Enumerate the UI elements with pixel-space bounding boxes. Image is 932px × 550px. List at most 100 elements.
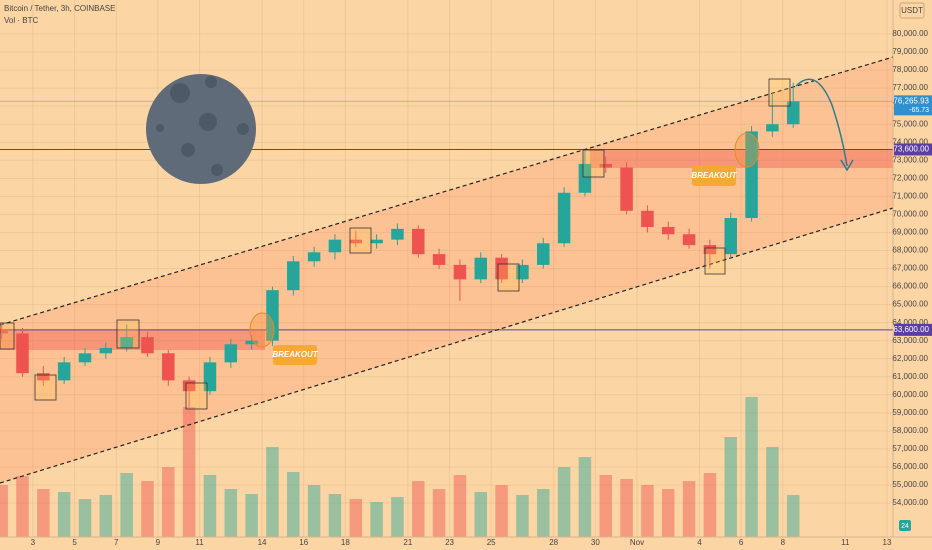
candles	[0, 82, 800, 408]
level-tag	[894, 323, 932, 336]
x-tick-label: 28	[549, 538, 558, 547]
volume-bar	[557, 467, 571, 537]
x-tick-label: 30	[591, 538, 600, 547]
volume-bar	[412, 481, 425, 537]
x-tick-label: 7	[114, 538, 119, 547]
x-tick-label: 4	[697, 538, 702, 547]
pivot-box	[349, 227, 372, 254]
candle-body	[661, 227, 675, 235]
y-tick-label: 74,000.00	[892, 137, 928, 146]
y-tick-label: 71,000.00	[892, 191, 928, 200]
x-tick-label: 9	[156, 538, 161, 547]
x-tick-label: 25	[487, 538, 496, 547]
pivot-box	[116, 319, 140, 349]
breakout-text: BREAKOUT	[272, 350, 318, 359]
x-tick-label: 11	[195, 538, 204, 547]
volume-bar	[287, 472, 300, 537]
x-tick-label: 13	[883, 538, 892, 547]
volume-bar	[432, 489, 446, 537]
moon-disc	[146, 74, 256, 184]
currency-label[interactable]: USDT	[901, 6, 923, 15]
x-tick-label: 16	[299, 538, 308, 547]
x-tick-label: 6	[739, 538, 744, 547]
crater	[199, 113, 217, 131]
volume-bar	[599, 475, 612, 537]
candle-body	[391, 228, 404, 240]
candle-body	[99, 347, 113, 354]
volume-bar	[578, 457, 592, 537]
y-tick-label: 72,000.00	[892, 173, 928, 182]
candle-body	[599, 163, 612, 168]
volume-bar	[537, 489, 550, 537]
currency-button[interactable]	[899, 2, 925, 19]
x-tick-label: 14	[258, 538, 267, 547]
volume-bar	[162, 467, 175, 537]
pivot-box	[582, 149, 605, 178]
volume-bar	[57, 492, 71, 537]
y-tick-label: 68,000.00	[892, 246, 928, 255]
pivot-box	[185, 382, 208, 410]
x-tick-label: 5	[72, 538, 77, 547]
y-tick-label: 70,000.00	[892, 210, 928, 219]
candle-body	[453, 264, 467, 280]
badge	[899, 520, 911, 531]
volume-bar	[99, 495, 113, 537]
chart-subtitle: Vol · BTC	[4, 16, 38, 25]
candle-body	[287, 261, 300, 291]
candle-body	[78, 353, 92, 363]
y-tick-label: 59,000.00	[892, 408, 928, 417]
axes: 54,000.00 55,000.00 56,000.00 57,000.00 58,0…	[31, 29, 932, 547]
candle-body	[537, 243, 550, 265]
x-tick-label: 23	[445, 538, 454, 547]
candle-body	[141, 337, 154, 354]
crater	[156, 124, 164, 132]
candle-body	[432, 254, 446, 265]
breakout-circle	[249, 312, 275, 348]
candle-body	[0, 329, 8, 334]
y-tick-label: 54,000.00	[892, 498, 928, 507]
x-tick-label: 8	[781, 538, 786, 547]
crater	[181, 143, 195, 157]
volume-bar	[37, 489, 50, 537]
volume-bar	[620, 479, 633, 537]
crater	[170, 83, 190, 103]
y-tick-label: 62,000.00	[892, 354, 928, 363]
volume-bar	[182, 407, 196, 537]
candle-body	[557, 192, 571, 244]
pivot-box	[704, 247, 726, 275]
breakout-circle	[734, 132, 760, 168]
channel-fill	[0, 57, 893, 483]
breakout-label: BREAKOUT	[272, 345, 319, 365]
x-tick-label: Nov	[630, 538, 644, 547]
candle-body	[16, 333, 29, 374]
x-tick-label: 11	[841, 538, 850, 547]
candle-body	[37, 373, 50, 381]
candle-body	[349, 239, 363, 244]
candle-body	[328, 239, 342, 253]
candle-body	[266, 290, 279, 341]
candle-body	[370, 239, 383, 244]
candle-body	[745, 131, 758, 219]
candle-body	[120, 337, 133, 348]
volume-bar	[661, 489, 675, 537]
candle-body	[578, 163, 592, 193]
y-tick-label: 69,000.00	[892, 228, 928, 237]
x-tick-label: 21	[403, 538, 412, 547]
candle-body	[182, 380, 196, 392]
y-tick-label: 80,000.00	[892, 29, 928, 38]
volume-bar	[724, 437, 737, 537]
level-label: 73,600.00	[893, 145, 929, 154]
candle-body	[766, 124, 779, 132]
candle-body	[724, 218, 737, 255]
volume-bar	[349, 499, 363, 537]
x-tick-label: 18	[341, 538, 350, 547]
candle-body	[162, 353, 175, 381]
chart-title: Bitcoin / Tether, 3h, COINBASE	[4, 4, 115, 13]
y-tick-label: 58,000.00	[892, 426, 928, 435]
volume-bar	[203, 475, 217, 537]
y-tick-label: 75,000.00	[892, 119, 928, 128]
y-tick-label: 61,000.00	[892, 372, 928, 381]
candle-body	[245, 340, 258, 345]
last-price-label: 76,265.93	[893, 96, 929, 105]
